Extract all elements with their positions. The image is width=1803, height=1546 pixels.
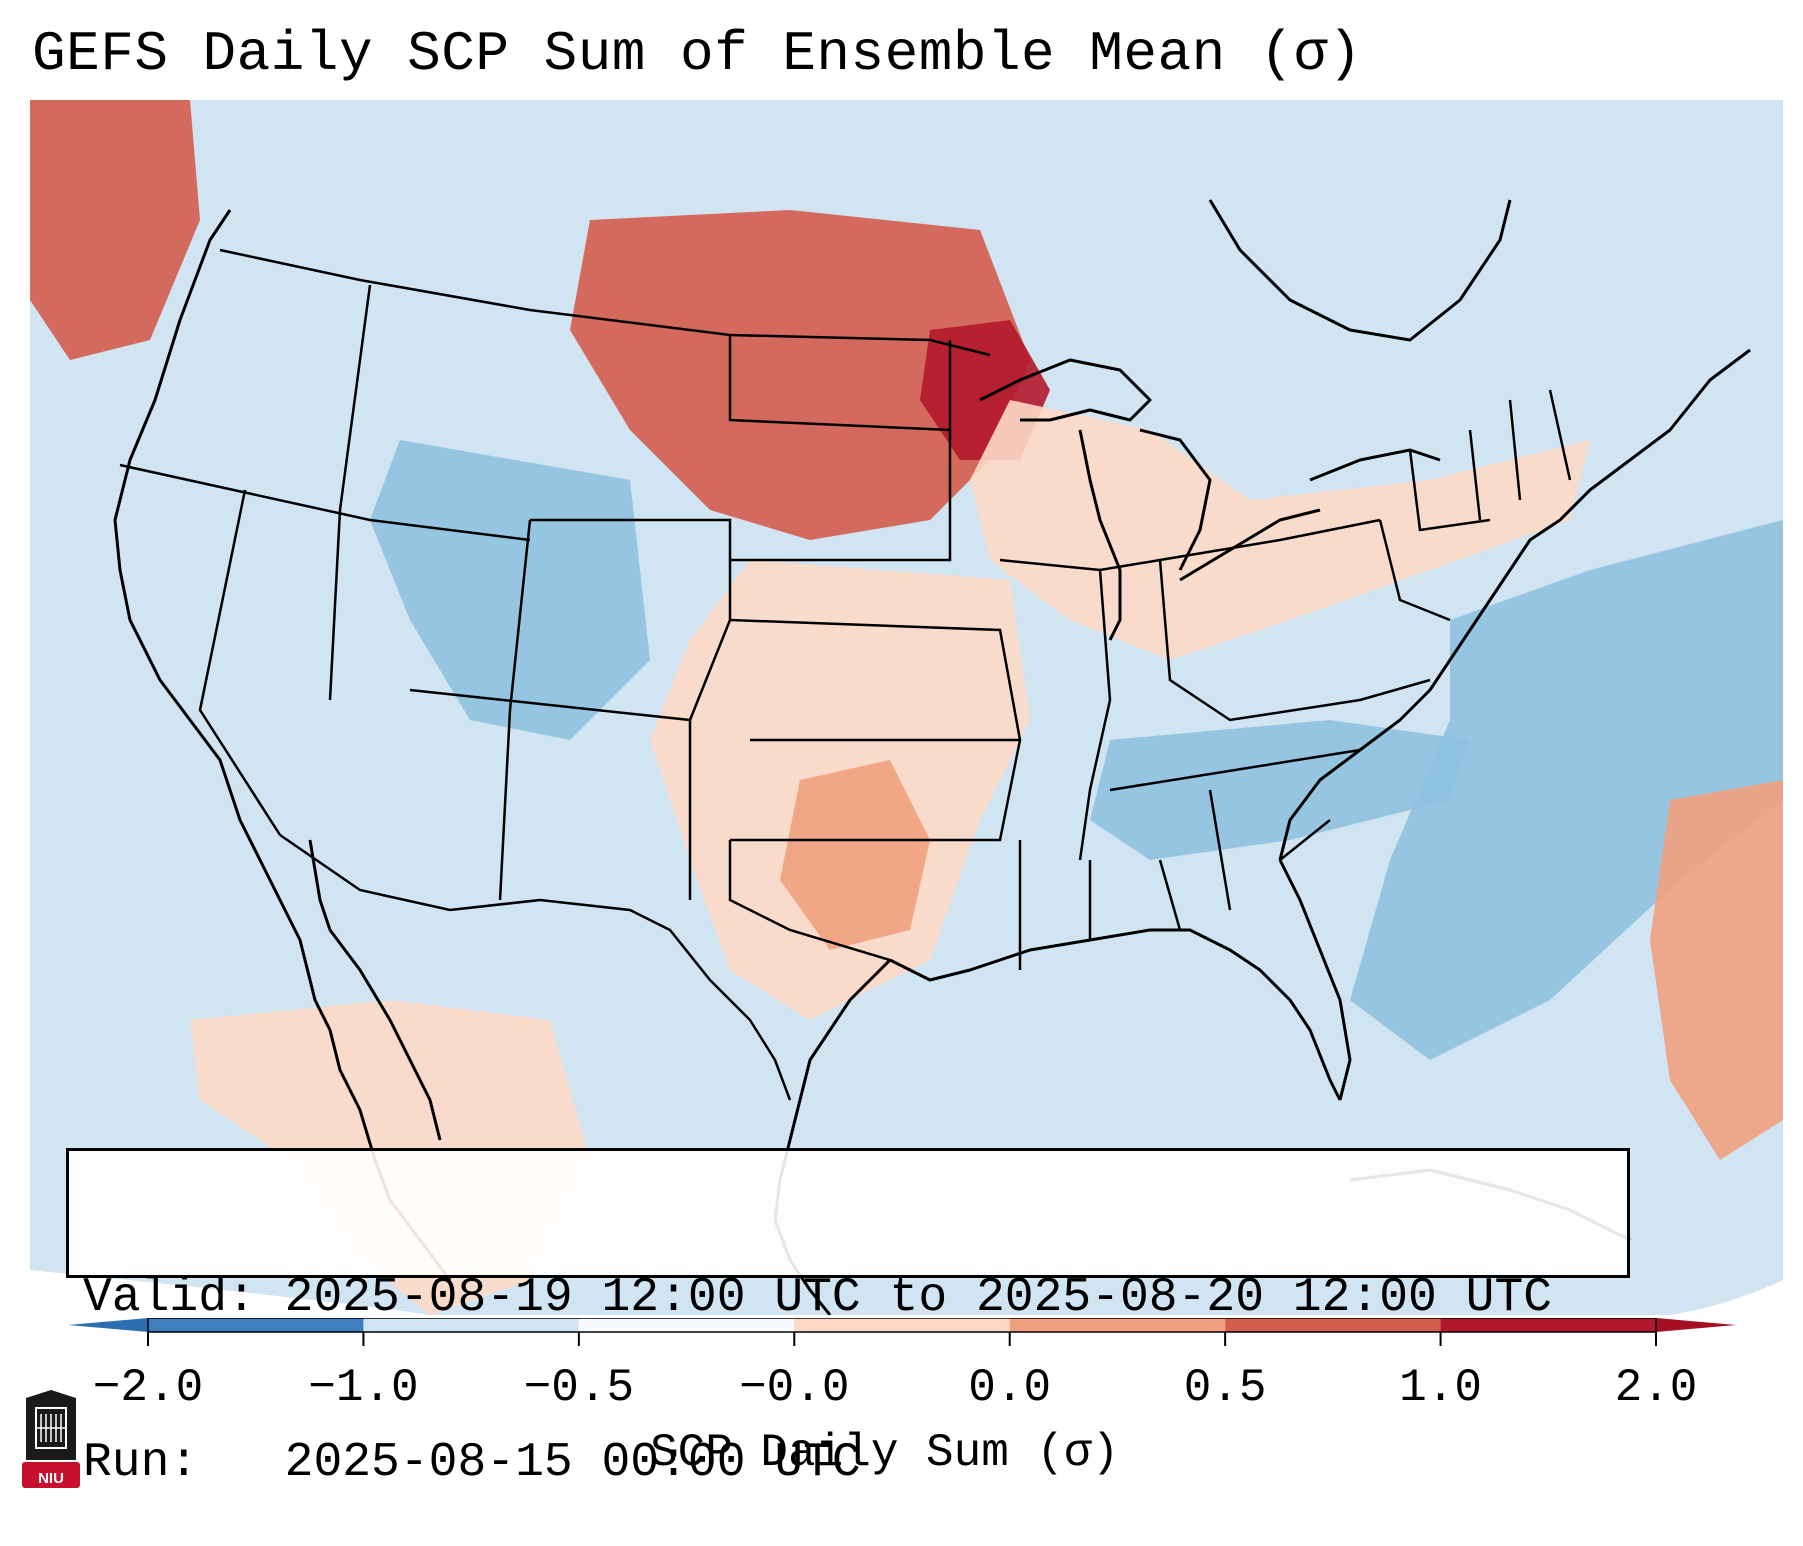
great-lakes-erie — [1179, 508, 1321, 582]
logo-building-detail — [36, 1414, 66, 1442]
colorbar-segment — [1440, 1318, 1656, 1332]
valid-time-range: 2025-08-19 12:00 UTC to 2025-08-20 12:00… — [284, 1271, 1553, 1325]
great-lakes-michigan — [1078, 429, 1122, 641]
map-panel — [30, 100, 1783, 1315]
colorbar-extend-high — [1656, 1318, 1736, 1332]
region-atlantic-east-slight — [1650, 780, 1783, 1160]
colorbar-label: SCP Daily Sum (σ) — [650, 1427, 1120, 1479]
state-borders-west — [119, 284, 732, 901]
valid-label: Valid: — [83, 1271, 256, 1325]
valid-run-info-box: Valid: 2025-08-19 12:00 UTC to 2025-08-2… — [66, 1148, 1630, 1490]
colorbar-segment — [578, 1318, 795, 1332]
colorbar-tick-label: 2.0 — [1614, 1362, 1698, 1414]
pacific-coast — [113, 209, 332, 1031]
us-canada-border — [219, 248, 991, 357]
run-time: 2025-08-15 00:00 UTC — [284, 1436, 861, 1490]
colorbar-segment — [1009, 1318, 1226, 1332]
borders — [119, 248, 1572, 1101]
chart-title: GEFS Daily SCP Sum of Ensemble Mean (σ) — [32, 22, 1363, 86]
hudson-bay-coast — [1208, 199, 1512, 342]
colorbar-tick-label: −0.0 — [739, 1362, 850, 1414]
colorbar-tick-label: −0.5 — [523, 1362, 635, 1414]
colorbar — [68, 1317, 1736, 1360]
colorbar-segment — [1225, 1318, 1441, 1332]
logo-banner — [22, 1462, 80, 1488]
region-northern-plains-high — [570, 210, 1030, 540]
us-mexico-border — [279, 833, 792, 1101]
region-great-lakes-slight — [970, 400, 1590, 660]
colorbar-tick-label: 1.0 — [1399, 1362, 1482, 1414]
great-lakes-superior — [979, 358, 1152, 422]
atlantic-coast — [1278, 348, 1751, 861]
region-tennessee-valley-low — [1090, 720, 1470, 860]
colorbar-extend-low — [68, 1318, 148, 1332]
great-lakes-huron — [1139, 428, 1212, 571]
region-pacific-northwest-high — [30, 100, 200, 360]
region-atlantic-low — [1350, 520, 1783, 1060]
state-borders-central — [728, 335, 1022, 970]
region-central-texas-moderate — [780, 760, 930, 950]
region-interior-west-low — [370, 440, 650, 740]
valid-row: Valid: 2025-08-19 12:00 UTC to 2025-08-2… — [83, 1271, 1627, 1326]
state-borders-east — [999, 518, 1451, 940]
colorbar-ticks — [147, 1332, 1657, 1346]
gulf-coast — [889, 928, 1342, 1101]
colorbar-tick-label: −2.0 — [92, 1362, 204, 1414]
data-regions — [30, 100, 1783, 1315]
colorbar-frame — [147, 1317, 1657, 1333]
florida-east — [1278, 859, 1352, 1101]
colorbar-tick-label: −1.0 — [308, 1362, 419, 1414]
colorbar-tick-label: 0.0 — [968, 1362, 1052, 1414]
colorbar-segment — [148, 1318, 364, 1332]
map-outside-area — [30, 1270, 430, 1315]
colorbar-segment — [363, 1318, 579, 1332]
map-outside-area-right — [1670, 1280, 1783, 1315]
state-borders-northeast — [1408, 389, 1572, 532]
colorbar-tick-label: 0.5 — [1183, 1362, 1267, 1414]
run-row: Run: 2025-08-15 00:00 UTC — [83, 1436, 1627, 1491]
run-label: Run: — [83, 1436, 199, 1490]
great-lakes-ontario — [1309, 448, 1441, 482]
gulf-of-california-east — [328, 929, 442, 1141]
colorbar-segments — [148, 1318, 1656, 1332]
colorbar-segment — [794, 1318, 1010, 1332]
logo-text: NIU — [38, 1470, 64, 1487]
mexico-pacific-coast — [308, 839, 332, 931]
niu-logo: NIU — [22, 1390, 80, 1490]
